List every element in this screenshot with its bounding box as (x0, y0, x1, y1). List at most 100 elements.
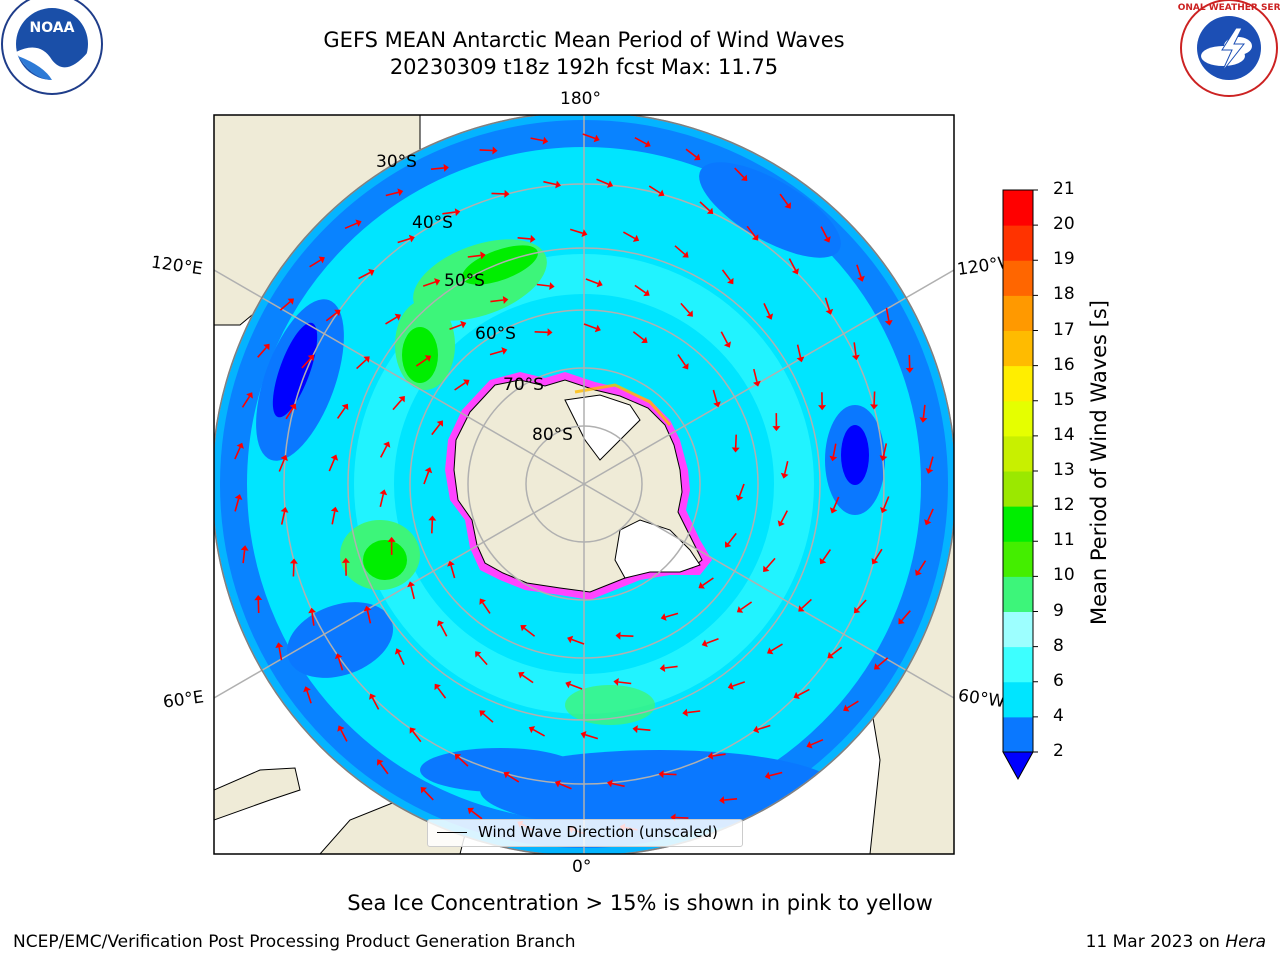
wind-wave-arrow-shaft (582, 133, 596, 140)
wind-wave-arrow-head (829, 455, 838, 462)
wind-wave-arrow-head (337, 725, 345, 732)
wind-wave-arrow-shaft (482, 713, 494, 723)
wind-wave-arrow-shaft (820, 226, 828, 239)
wind-wave-arrow-head (780, 472, 789, 479)
wind-wave-arrow-shaft (442, 211, 456, 215)
wind-wave-arrow-head (528, 726, 536, 734)
wind-wave-arrow-head (764, 771, 771, 780)
wind-wave-arrow-shaft (415, 357, 428, 367)
wind-wave-arrow-head (727, 682, 734, 690)
wind-wave-arrows (234, 133, 934, 835)
wind-wave-arrow-shaft (507, 774, 520, 783)
wind-wave-arrow-head (607, 180, 614, 188)
wind-wave-arrow-head (607, 779, 613, 788)
wind-wave-arrow-head (641, 336, 648, 343)
wind-wave-arrow-head (289, 403, 297, 410)
colorbar-tick-label: 10 (1053, 565, 1075, 586)
wind-wave-arrow-shaft (596, 178, 609, 185)
wind-wave-arrow-shaft (611, 782, 625, 788)
wind-wave-arrow-head (280, 507, 289, 513)
wind-wave-arrow-shaft (279, 301, 291, 311)
wind-wave-arrow-head (334, 309, 341, 317)
wind-wave-arrow-shaft (856, 264, 862, 278)
wind-wave-arrow-head (827, 651, 834, 659)
map-legend: Wind Wave Direction (unscaled) (427, 819, 743, 847)
wind-wave-arrow-head (643, 289, 650, 297)
wind-wave-arrow-shaft (257, 346, 267, 358)
colorbar-segment (1003, 295, 1033, 331)
wind-wave-arrow-head (644, 140, 651, 148)
nws-logo-text: NATIONAL WEATHER SERVICE (1178, 3, 1280, 13)
wind-wave-arrow-shaft (757, 724, 771, 731)
colorbar-tick-label: 19 (1053, 249, 1075, 270)
wind-wave-arrow-shaft (788, 258, 797, 271)
map-subtitle: 20230309 t18z 192h fcst Max: 11.75 (389, 55, 779, 79)
wind-wave-arrow-shaft (832, 443, 837, 457)
wind-wave-arrow-head (924, 519, 932, 526)
wind-wave-arrow-shaft (783, 461, 789, 474)
noaa-logo: NOAA (1, 0, 103, 95)
wind-wave-arrow-shaft (543, 180, 557, 186)
wind-wave-arrow-shaft (328, 458, 336, 472)
wind-wave-arrow-head (454, 208, 461, 217)
wind-wave-arrow-shaft (927, 508, 934, 522)
wind-wave-arrow-head (394, 313, 401, 321)
colorbar-tick-label: 20 (1053, 214, 1075, 235)
wind-wave-arrow-head (819, 557, 827, 565)
colorbar-segment (1003, 330, 1033, 367)
wind-wave-arrow-shaft (727, 532, 737, 545)
wind-wave-arrow-shaft (663, 773, 677, 776)
wind-wave-arrow-shaft (853, 342, 857, 356)
wind-wave-arrow-head (701, 639, 708, 648)
wind-wave-arrow-shaft (770, 643, 783, 652)
wind-wave-arrow-shaft (423, 471, 430, 485)
colorbar-segment (1003, 400, 1033, 437)
wind-wave-arrow-head (503, 771, 510, 779)
wind-wave-arrow-head (341, 403, 349, 411)
wind-wave-arrow-shaft (301, 357, 312, 369)
wind-wave-arrow-shaft (623, 231, 636, 240)
wind-wave-arrow-head (763, 565, 770, 572)
wind-wave-arrow-shaft (846, 700, 859, 709)
wind-wave-arrow-shaft (901, 610, 911, 622)
wind-wave-arrow-head (240, 545, 249, 551)
wind-wave-arrow-head (793, 691, 800, 699)
colorbar-tick-label: 2 (1053, 741, 1064, 761)
wind-wave-arrow-shaft (665, 612, 679, 618)
lat-label-50s: 50°S (444, 271, 485, 291)
colorbar-tick-label: 6 (1053, 670, 1064, 691)
wind-wave-arrow-shaft (648, 185, 661, 194)
wind-wave-arrow-shaft (822, 549, 832, 561)
wind-wave-arrow-shaft (885, 307, 890, 321)
colorbar-tick-label: 16 (1053, 354, 1075, 375)
wind-wave-arrow-head (784, 202, 791, 209)
wind-wave-arrow-head (492, 146, 498, 155)
wind-wave-arrow-shaft (674, 245, 686, 255)
wind-wave-arrow-head (580, 731, 587, 739)
wind-wave-arrow-head (727, 277, 734, 285)
wind-wave-arrow-head (341, 557, 350, 563)
wind-wave-arrow-head (502, 296, 509, 304)
wind-wave-arrow-shaft (344, 222, 358, 230)
wind-wave-arrow-head (397, 188, 404, 197)
wind-wave-arrow-shaft (765, 557, 776, 569)
wind-wave-arrow-head (504, 189, 510, 198)
wind-wave-arrow-head (379, 489, 388, 496)
wind-wave-arrow-shaft (278, 647, 283, 661)
wind-wave-arrow-shaft (479, 149, 493, 152)
wind-wave-arrow-shaft (734, 434, 737, 448)
wind-wave-arrow-head (581, 229, 588, 237)
wind-wave-arrow-shaft (423, 790, 434, 801)
wind-wave-arrow-head (554, 780, 561, 788)
wind-wave-arrow-shaft (810, 738, 824, 746)
wind-wave-arrow-head (594, 324, 601, 333)
wind-wave-arrow-head (767, 647, 774, 655)
wind-wave-arrow-head (765, 313, 774, 320)
wind-wave-arrow-shaft (457, 756, 469, 767)
lat-label-80s: 80°S (532, 425, 573, 445)
wind-wave-arrow-shaft (285, 407, 294, 420)
wind-wave-arrow-shaft (489, 350, 503, 356)
colorbar-segment (1003, 541, 1033, 577)
wind-wave-arrow-shaft (397, 237, 411, 244)
lon-label-0: 0° (572, 857, 592, 877)
